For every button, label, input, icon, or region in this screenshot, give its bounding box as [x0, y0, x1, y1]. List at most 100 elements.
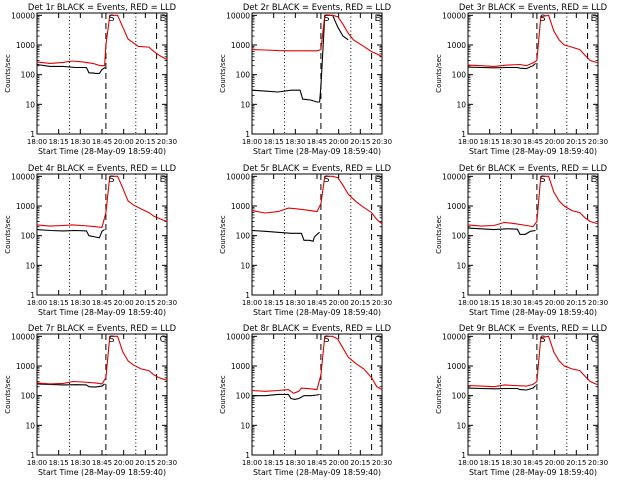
y-tick-label: 1000 — [16, 202, 35, 211]
interval-marker: S — [540, 335, 546, 345]
interval-marker: S — [109, 335, 115, 345]
y-tick-label: 10000 — [11, 11, 35, 20]
x-tick-label: 18:15 — [480, 299, 500, 307]
interval-marker: E — [375, 14, 381, 24]
y-tick-label: 100 — [452, 392, 467, 401]
panel-title: Det 2r BLACK = Events, RED = LLD — [243, 2, 391, 12]
x-tick-label: 20:00 — [545, 138, 565, 146]
interval-marker: S — [324, 175, 330, 185]
x-tick-label: 20:15 — [135, 138, 155, 146]
x-tick-label: 20:15 — [566, 299, 586, 307]
series-line-black — [467, 62, 536, 70]
detector-panel-6: Det 6r BLACK = Events, RED = LLD 1 10 100 10… — [435, 163, 608, 317]
y-tick-label: 100 — [21, 232, 36, 241]
detector-panel-3: Det 3r BLACK = Events, RED = LLD 1 10 100 10… — [435, 2, 608, 156]
plot-frame — [36, 12, 168, 135]
x-tick-label: 20:15 — [350, 138, 370, 146]
x-axis-label: Start Time (28-May-09 18:59:40) — [38, 468, 166, 477]
y-tick-label: 1 — [30, 451, 35, 460]
interval-marker: S — [540, 175, 546, 185]
detector-panel-8: Det 8r BLACK = Events, RED = LLD 1 10 100 10… — [219, 323, 392, 477]
x-axis-label: Start Time (28-May-09 18:59:40) — [469, 147, 597, 156]
x-tick-label: 20:00 — [114, 299, 134, 307]
x-tick-label: 20:30 — [588, 459, 608, 467]
x-tick-label: 18:15 — [264, 299, 284, 307]
y-tick-label: 10 — [456, 261, 466, 270]
interval-marker: S — [324, 335, 330, 345]
panel-title: Det 3r BLACK = Events, RED = LLD — [459, 2, 607, 12]
x-tick-label: 18:00 — [242, 459, 262, 467]
interval-marker: C — [160, 335, 166, 345]
y-tick-label: 10 — [456, 421, 466, 430]
y-tick-label: 1000 — [231, 41, 250, 50]
y-tick-label: 1000 — [16, 41, 35, 50]
y-axis-label: Counts/sec — [219, 215, 227, 254]
x-axis-label: Start Time (28-May-09 18:59:40) — [38, 308, 166, 317]
x-tick-label: 18:30 — [285, 138, 305, 146]
series-line-red — [251, 14, 383, 58]
y-tick-label: 1 — [30, 291, 35, 300]
y-tick-label: 1 — [30, 130, 35, 139]
x-tick-label: 18:30 — [70, 459, 90, 467]
x-tick-label: 20:30 — [157, 299, 177, 307]
interval-marker: C — [591, 335, 597, 345]
plot-frame — [251, 12, 383, 135]
x-tick-label: 18:15 — [264, 138, 284, 146]
series-line-red — [251, 175, 383, 225]
x-tick-label: 20:00 — [329, 459, 349, 467]
x-tick-label: 18:15 — [49, 299, 69, 307]
series-line-black — [36, 229, 105, 239]
x-tick-label: 20:30 — [588, 138, 608, 146]
x-tick-label: 18:45 — [523, 299, 543, 307]
y-tick-label: 100 — [236, 392, 251, 401]
series-line-red — [467, 175, 599, 228]
y-tick-label: 1 — [245, 130, 250, 139]
series-line-red — [467, 335, 599, 388]
x-tick-label: 18:15 — [264, 459, 284, 467]
x-tick-label: 18:45 — [92, 138, 112, 146]
x-tick-label: 20:15 — [350, 299, 370, 307]
panel-title: Det 1r BLACK = Events, RED = LLD — [28, 2, 176, 12]
y-tick-label: 10000 — [442, 332, 466, 341]
x-tick-label: 20:00 — [329, 138, 349, 146]
x-axis-label: Start Time (28-May-09 18:59:40) — [469, 468, 597, 477]
interval-marker: S — [109, 175, 115, 185]
series-line-black — [251, 229, 320, 242]
x-tick-label: 20:15 — [350, 459, 370, 467]
x-tick-label: 18:45 — [92, 299, 112, 307]
interval-marker: S — [109, 14, 115, 24]
interval-marker: E — [375, 175, 381, 185]
interval-marker: S — [324, 14, 330, 24]
detector-panel-5: Det 5r BLACK = Events, RED = LLD 1 10 100 10… — [219, 163, 392, 317]
x-tick-label: 18:00 — [458, 459, 478, 467]
y-tick-label: 10000 — [442, 11, 466, 20]
plot-frame — [36, 173, 168, 296]
x-tick-label: 20:30 — [157, 459, 177, 467]
series-line-red — [36, 335, 168, 385]
y-axis-label: Counts/sec — [435, 54, 443, 93]
y-tick-label: 100 — [21, 71, 36, 80]
series-line-black — [252, 393, 320, 400]
y-tick-label: 1000 — [447, 362, 466, 371]
y-tick-label: 100 — [452, 71, 467, 80]
interval-marker: E — [591, 14, 597, 24]
x-tick-label: 20:00 — [545, 299, 565, 307]
x-tick-label: 20:30 — [372, 459, 392, 467]
x-axis-label: Start Time (28-May-09 18:59:40) — [253, 308, 381, 317]
y-tick-label: 10000 — [11, 172, 35, 181]
detector-panel-7: Det 7r BLACK = Events, RED = LLD 1 10 100 10… — [4, 323, 177, 477]
y-axis-label: Counts/sec — [435, 375, 443, 414]
plot-frame — [467, 333, 599, 456]
detector-panel-9: Det 9r BLACK = Events, RED = LLD 1 10 100 10… — [435, 323, 608, 477]
y-tick-label: 1000 — [447, 202, 466, 211]
x-tick-label: 18:30 — [285, 299, 305, 307]
y-tick-label: 1000 — [231, 202, 250, 211]
y-tick-label: 100 — [236, 71, 251, 80]
x-tick-label: 18:45 — [307, 459, 327, 467]
x-tick-label: 18:00 — [458, 138, 478, 146]
series-line-black — [36, 63, 107, 74]
x-tick-label: 18:30 — [501, 459, 521, 467]
interval-marker: C — [375, 335, 381, 345]
y-tick-label: 1 — [245, 451, 250, 460]
